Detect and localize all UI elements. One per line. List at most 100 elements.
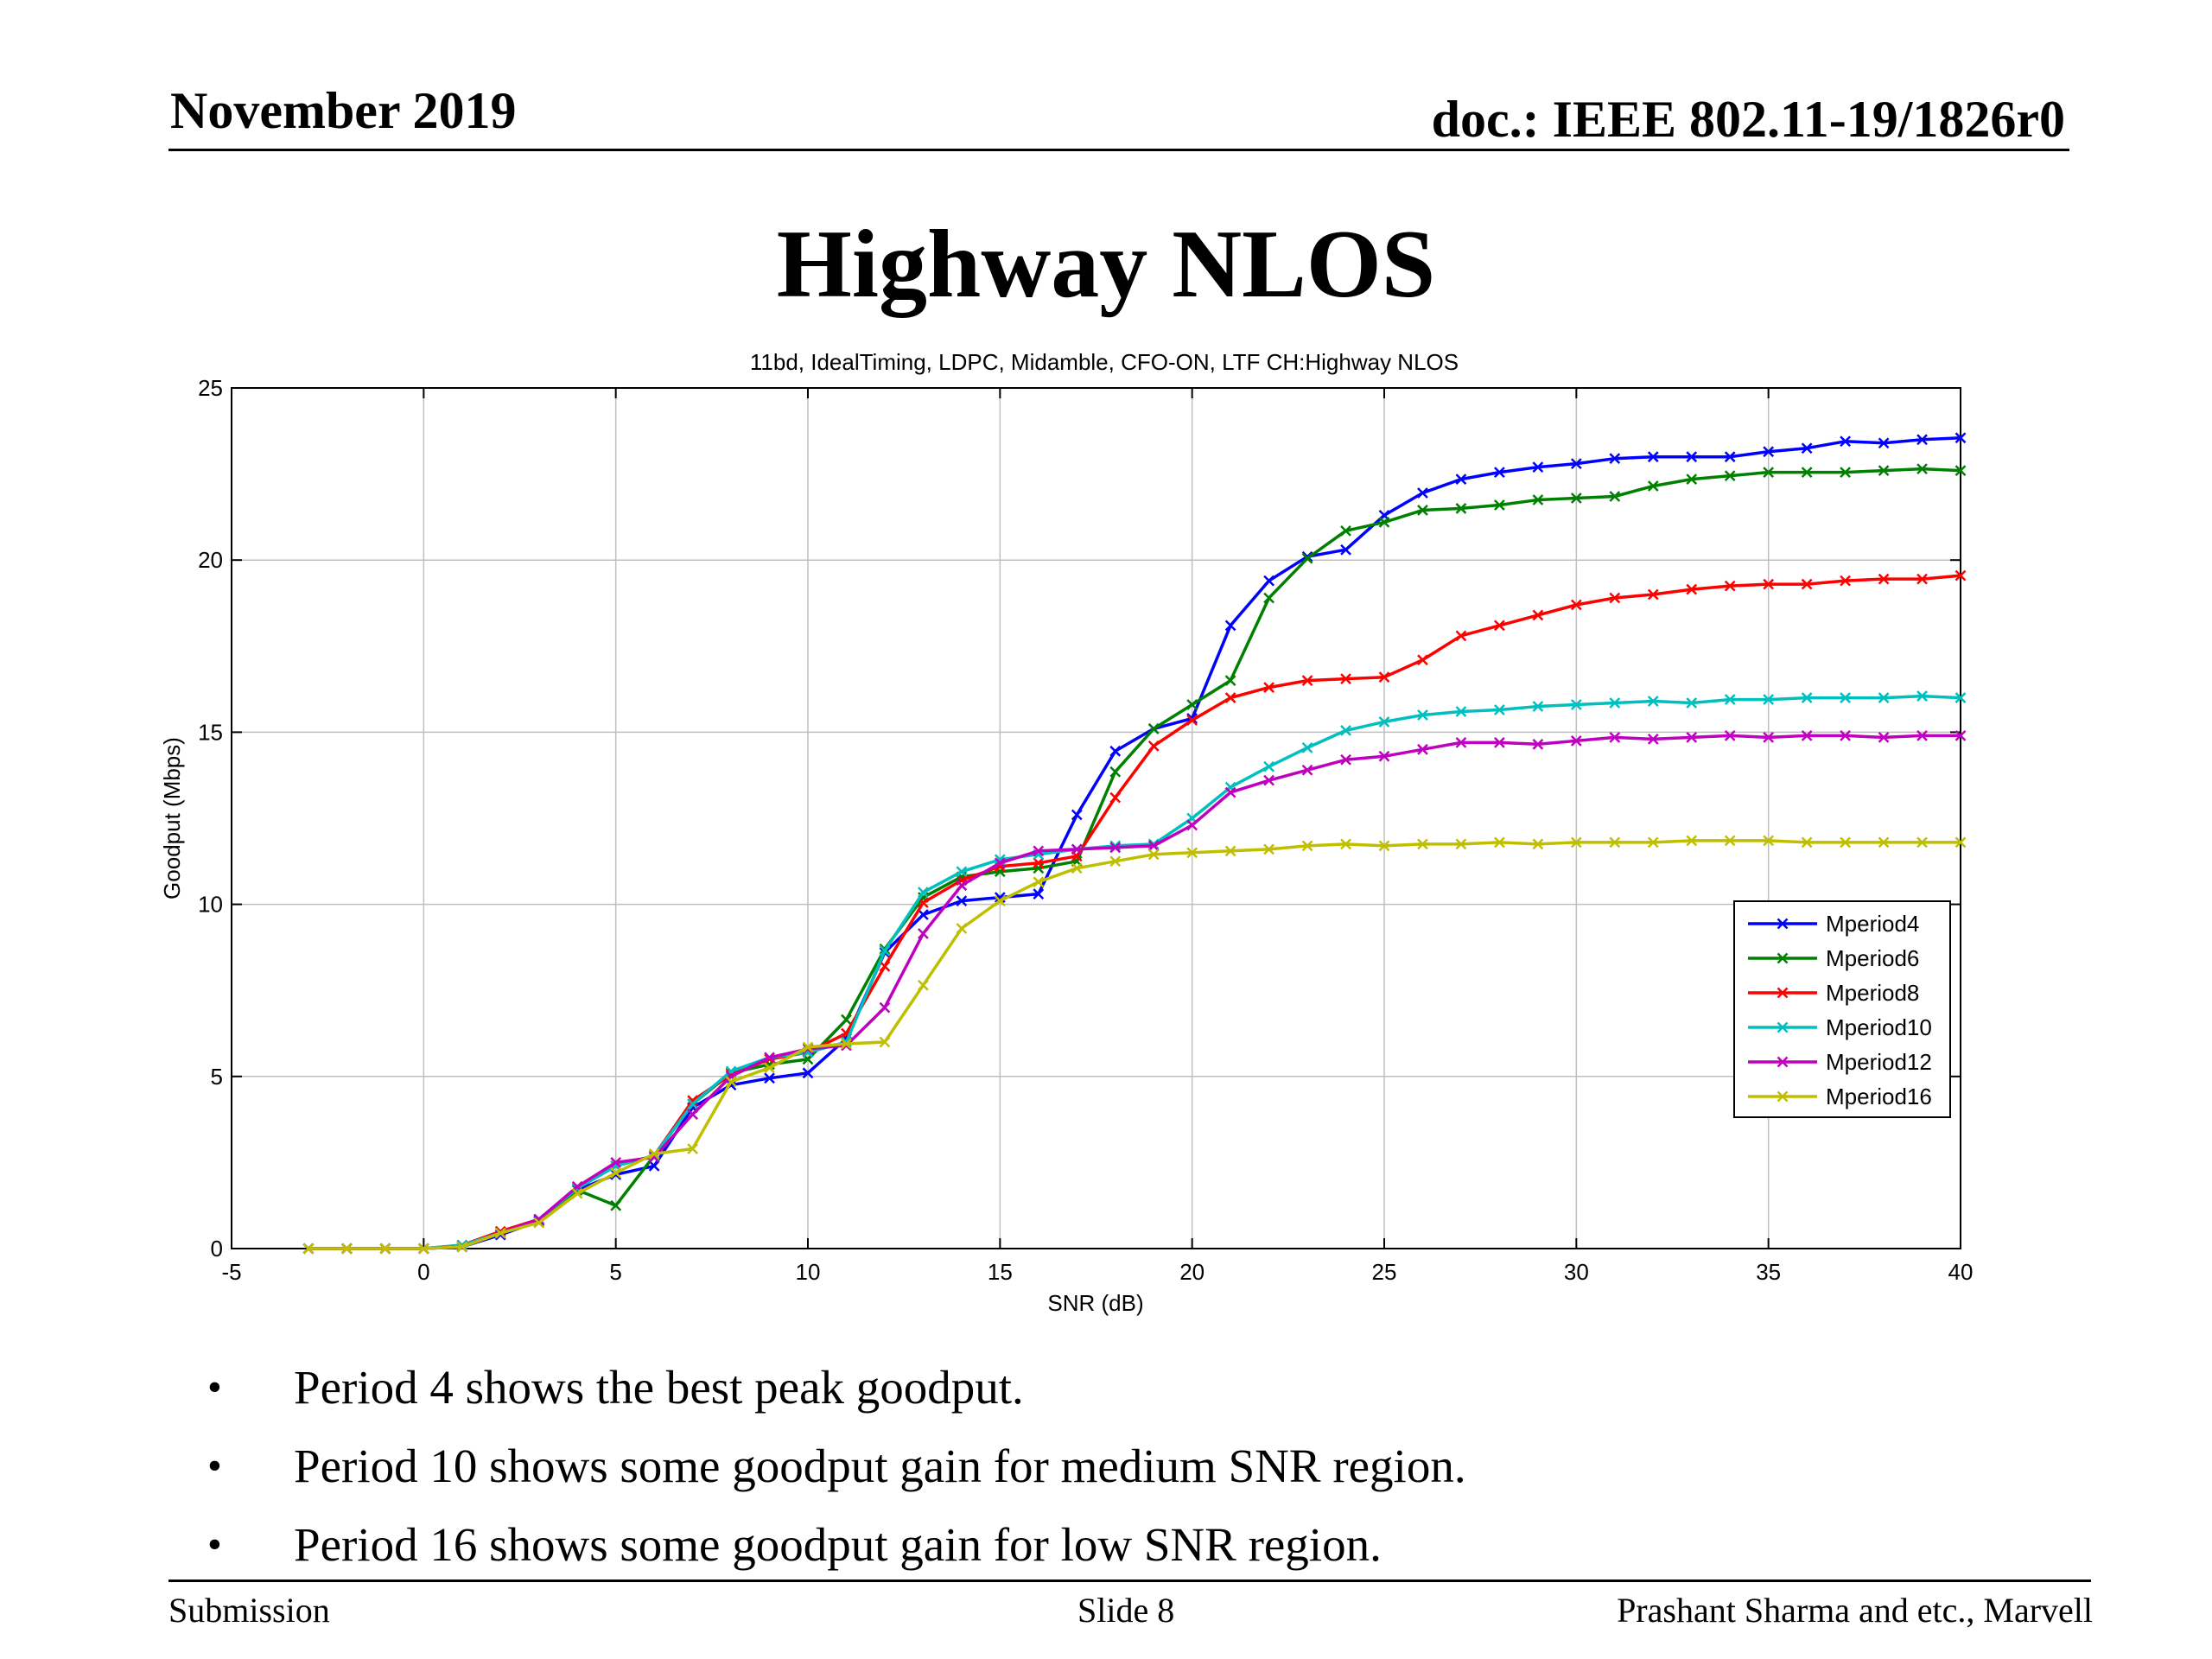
data-point bbox=[1224, 620, 1236, 632]
data-point bbox=[687, 1095, 698, 1107]
goodput-chart: 11bd, IdealTiming, LDPC, Midamble, CFO-O… bbox=[159, 349, 1973, 1316]
data-series bbox=[302, 432, 1967, 1255]
data-point bbox=[1071, 862, 1083, 874]
legend-item: Mperiod4 bbox=[1748, 911, 1919, 937]
data-point bbox=[1840, 836, 1851, 849]
series-mperiod4 bbox=[302, 432, 1967, 1255]
data-point bbox=[1609, 453, 1621, 465]
x-tick-label: 15 bbox=[988, 1259, 1013, 1285]
data-point bbox=[1455, 838, 1467, 850]
legend-marker bbox=[1777, 952, 1789, 964]
data-point bbox=[1301, 741, 1313, 753]
data-point bbox=[1532, 609, 1544, 621]
data-point bbox=[1840, 692, 1851, 703]
header-doc-id: doc.: IEEE 802.11-19/1826r0 bbox=[1431, 91, 2065, 148]
data-point bbox=[1186, 699, 1198, 710]
legend-item: Mperiod6 bbox=[1748, 945, 1919, 971]
x-tick-label: 40 bbox=[1948, 1259, 1974, 1285]
data-point bbox=[1455, 706, 1467, 717]
data-point bbox=[1763, 694, 1775, 705]
data-point bbox=[1109, 745, 1122, 757]
data-point bbox=[1724, 694, 1736, 705]
data-point bbox=[1186, 819, 1198, 831]
y-tick-label: 20 bbox=[198, 547, 223, 573]
data-point bbox=[1301, 552, 1313, 564]
data-point bbox=[1878, 437, 1890, 449]
data-point bbox=[1955, 730, 1967, 741]
data-point bbox=[1609, 491, 1621, 502]
data-point bbox=[1570, 836, 1582, 849]
data-point bbox=[1378, 716, 1390, 728]
data-point bbox=[764, 1072, 775, 1084]
data-point bbox=[1647, 480, 1659, 492]
y-axis-label: Goodput (Mbps) bbox=[159, 737, 185, 899]
data-point bbox=[302, 1243, 315, 1255]
data-point bbox=[802, 1067, 814, 1079]
data-point bbox=[1878, 836, 1890, 849]
data-point bbox=[1186, 847, 1198, 859]
data-point bbox=[1878, 692, 1890, 703]
legend-label: Mperiod6 bbox=[1826, 945, 1919, 971]
series-line bbox=[308, 839, 1961, 1250]
data-point bbox=[687, 1143, 698, 1154]
data-point bbox=[1609, 836, 1621, 849]
data-point bbox=[1224, 786, 1236, 798]
data-point bbox=[1417, 709, 1428, 721]
data-point bbox=[956, 866, 968, 878]
data-point bbox=[1455, 503, 1467, 514]
data-point bbox=[1340, 725, 1351, 736]
data-point bbox=[1570, 458, 1582, 470]
data-point bbox=[1147, 840, 1160, 852]
data-point bbox=[1763, 467, 1775, 478]
data-point bbox=[1763, 731, 1775, 743]
bullet-item: • Period 16 shows some goodput gain for l… bbox=[199, 1505, 1466, 1584]
data-point bbox=[1724, 470, 1736, 481]
data-point bbox=[1686, 583, 1698, 595]
y-tick-label: 15 bbox=[198, 719, 223, 745]
data-point bbox=[1033, 876, 1045, 888]
x-tick-label: 30 bbox=[1564, 1259, 1589, 1285]
data-point bbox=[1147, 740, 1160, 752]
legend-label: Mperiod10 bbox=[1826, 1014, 1932, 1040]
data-point bbox=[1647, 696, 1659, 707]
data-point bbox=[1340, 524, 1351, 537]
bullet-list: • Period 4 shows the best peak goodput. •… bbox=[199, 1348, 1466, 1584]
data-point bbox=[1609, 592, 1621, 604]
data-point bbox=[956, 880, 968, 892]
data-point bbox=[1609, 697, 1621, 709]
data-point bbox=[1878, 731, 1890, 743]
y-tick-label: 25 bbox=[198, 375, 223, 401]
series-line bbox=[308, 694, 1961, 1250]
data-point bbox=[1840, 730, 1851, 741]
series-line bbox=[308, 734, 1961, 1250]
data-point bbox=[1686, 474, 1698, 485]
plot-frame bbox=[231, 387, 1961, 1249]
data-point bbox=[1378, 671, 1390, 683]
data-point bbox=[1647, 836, 1659, 849]
data-point bbox=[1955, 692, 1967, 703]
data-point bbox=[879, 960, 891, 972]
data-point bbox=[1916, 434, 1928, 446]
data-point bbox=[1532, 461, 1544, 474]
data-point bbox=[1033, 845, 1045, 857]
data-point bbox=[648, 1148, 660, 1160]
series-mperiod10 bbox=[302, 690, 1967, 1255]
data-point bbox=[1186, 715, 1198, 726]
footer-author: Prashant Sharma and etc., Marvell bbox=[1617, 1591, 2093, 1630]
series-line bbox=[308, 436, 1961, 1250]
data-point bbox=[1724, 580, 1736, 592]
data-point bbox=[994, 857, 1006, 869]
data-point bbox=[1340, 838, 1351, 850]
data-point bbox=[1494, 467, 1505, 478]
data-point bbox=[1378, 840, 1390, 852]
legend-label: Mperiod4 bbox=[1826, 911, 1919, 937]
data-point bbox=[1301, 764, 1313, 776]
data-point bbox=[1686, 731, 1698, 743]
legend-marker bbox=[1777, 1021, 1789, 1033]
data-point bbox=[687, 1098, 698, 1110]
bullet-item: • Period 10 shows some goodput gain for m… bbox=[199, 1427, 1466, 1505]
data-point bbox=[1109, 842, 1122, 854]
data-point bbox=[1955, 836, 1967, 849]
data-point bbox=[1763, 835, 1775, 847]
